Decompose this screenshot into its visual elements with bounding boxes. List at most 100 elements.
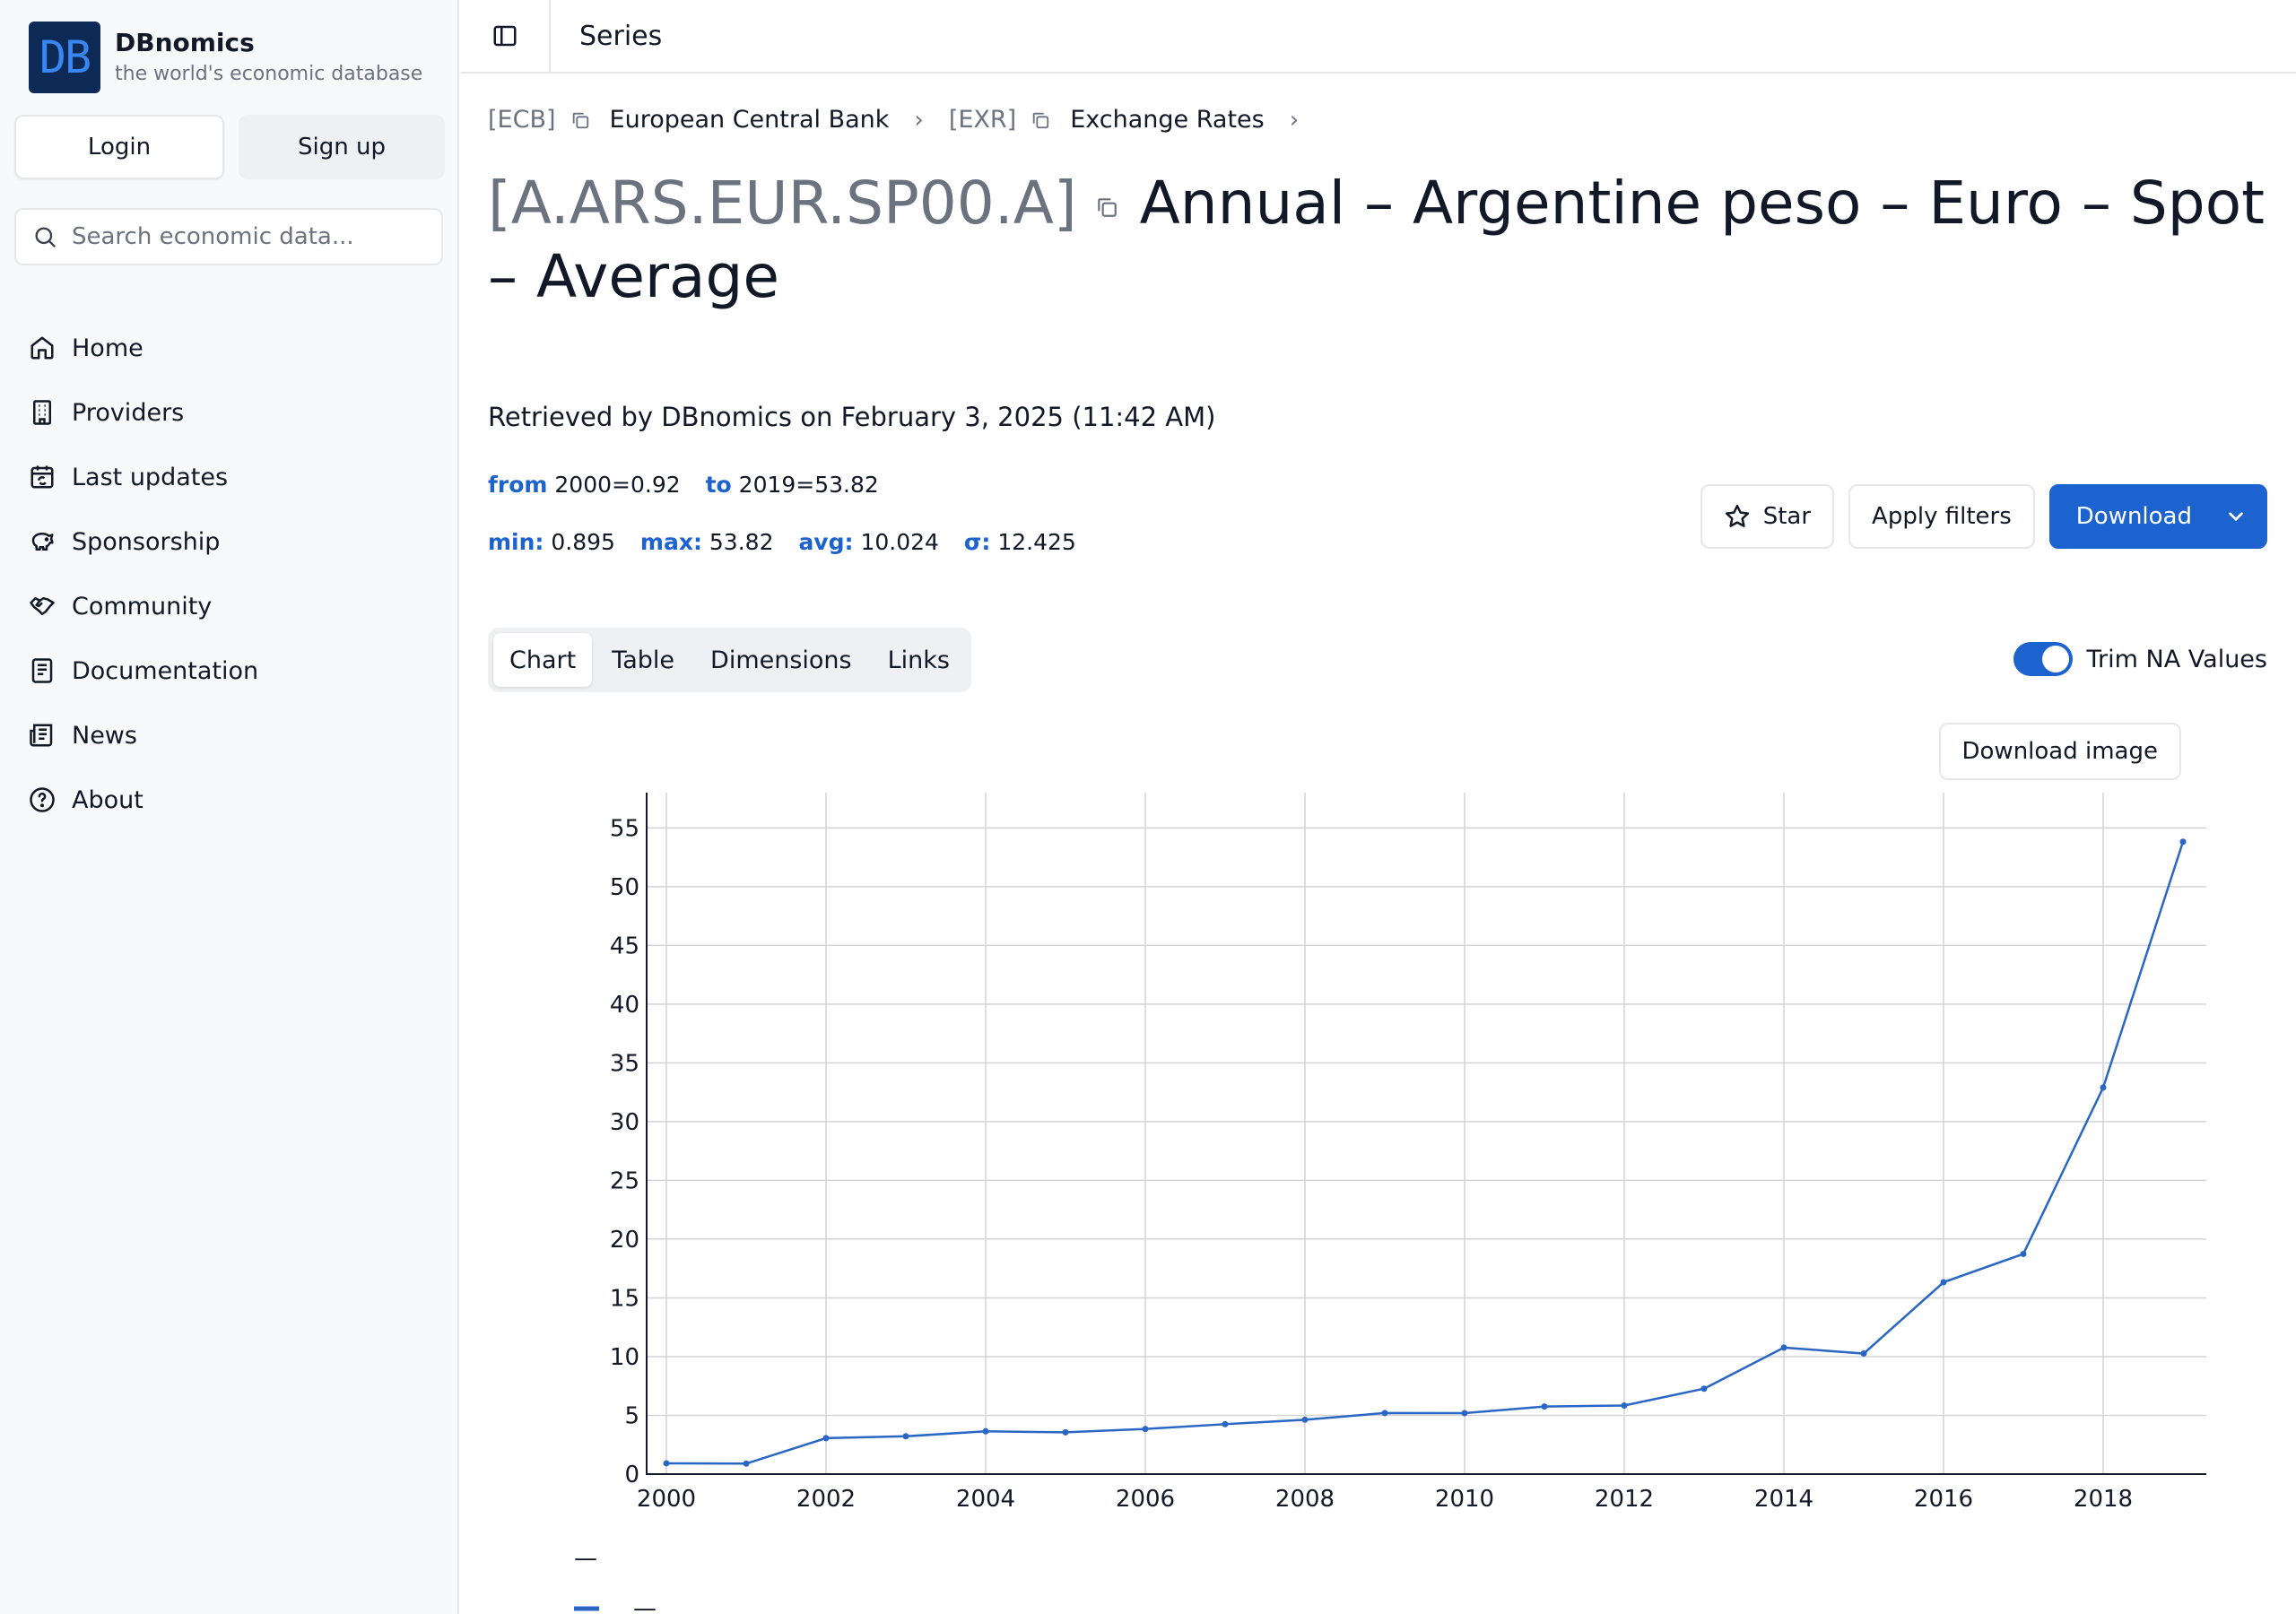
toggle-sidebar-button[interactable]	[461, 0, 551, 73]
copy-icon[interactable]	[1031, 110, 1050, 130]
calendar-sync-icon	[30, 465, 54, 489]
sidebar-item-community[interactable]: Community	[29, 574, 441, 638]
tab-links[interactable]: Links	[887, 646, 950, 674]
x-tick-label: 2008	[1275, 1486, 1335, 1513]
sidebar-item-sponsorship[interactable]: Sponsorship	[29, 509, 441, 574]
tab-chart[interactable]: Chart	[493, 633, 593, 687]
copy-icon[interactable]	[1095, 195, 1118, 219]
tab-table[interactable]: Table	[612, 646, 675, 674]
data-point	[1940, 1279, 1947, 1286]
building-icon	[33, 400, 51, 425]
series-chart: 0 5 10 15 20 25 30 35 40 45 50 55 2000 2002 2004 2006 20…	[574, 793, 2206, 1614]
x-tick-label: 2004	[956, 1486, 1015, 1513]
apply-filters-button[interactable]: Apply filters	[1848, 484, 2035, 549]
document-icon	[31, 658, 53, 683]
y-tick-label: 40	[610, 992, 639, 1019]
y-tick-label: 30	[610, 1109, 639, 1136]
sidebar-item-news[interactable]: News	[29, 703, 441, 768]
page-title: Series	[579, 20, 663, 52]
sidebar-item-about[interactable]: About	[29, 768, 441, 832]
piggy-bank-icon	[31, 533, 54, 551]
copy-icon[interactable]	[570, 110, 590, 130]
max-label: max:	[639, 529, 702, 555]
sidebar-item-providers[interactable]: Providers	[29, 380, 441, 445]
sidebar-item-label: Home	[72, 334, 144, 362]
y-tick-label: 10	[610, 1344, 639, 1371]
sidebar-toggle-icon	[493, 25, 517, 47]
data-point	[663, 1460, 670, 1467]
sidebar-nav: Home Providers Last updates Sponsorship …	[29, 316, 441, 832]
x-tick-label: 2000	[637, 1486, 696, 1513]
search-icon	[35, 227, 56, 247]
handshake-icon	[30, 597, 55, 615]
avg-label: avg:	[798, 529, 854, 555]
y-tick-label: 0	[624, 1462, 639, 1488]
x-tick-label: 2010	[1435, 1486, 1494, 1513]
y-tick-label: 25	[610, 1167, 639, 1194]
data-point	[1860, 1350, 1867, 1358]
data-point	[1780, 1344, 1787, 1351]
sidebar-item-label: Sponsorship	[72, 527, 221, 556]
to-value: 2019=53.82	[738, 472, 879, 498]
y-tick-label: 20	[610, 1227, 639, 1254]
brand-tagline: the world's economic database	[115, 63, 423, 85]
chevron-down-icon[interactable]	[2224, 505, 2248, 528]
x-tick-label: 2012	[1595, 1486, 1654, 1513]
chevron-right-icon: ›	[1289, 106, 1300, 134]
data-point	[1461, 1410, 1468, 1417]
data-point	[1222, 1420, 1229, 1427]
data-point	[743, 1460, 750, 1467]
home-icon	[30, 336, 54, 360]
data-point	[2020, 1250, 2027, 1257]
trim-na-toggle[interactable]: Trim NA Values	[2013, 642, 2267, 676]
sidebar-item-label: Providers	[72, 398, 185, 427]
data-point	[2179, 838, 2187, 846]
sidebar-item-home[interactable]: Home	[29, 316, 441, 380]
brand[interactable]: DB DBnomics the world's economic databas…	[29, 22, 422, 93]
sidebar-item-documentation[interactable]: Documentation	[29, 638, 441, 703]
x-tick-label: 2018	[2074, 1486, 2133, 1513]
help-circle-icon	[30, 787, 55, 812]
avg-value: 10.024	[860, 529, 939, 555]
star-label: Star	[1762, 503, 1812, 530]
data-point	[2100, 1084, 2107, 1091]
signup-button[interactable]: Sign up	[239, 115, 445, 179]
breadcrumb-provider-link[interactable]: European Central Bank	[609, 106, 890, 134]
to-label: to	[705, 472, 732, 498]
breadcrumb: [ECB] European Central Bank › [EXR] Exch…	[488, 106, 1324, 134]
star-icon	[1725, 504, 1749, 527]
login-button[interactable]: Login	[14, 115, 224, 179]
data-point	[1541, 1403, 1548, 1410]
dbnomics-logo[interactable]: DB	[29, 22, 100, 93]
legend-text: —	[633, 1595, 657, 1614]
search-box	[14, 208, 443, 265]
download-button[interactable]: Download	[2048, 484, 2267, 549]
max-value: 53.82	[709, 529, 774, 555]
search-input[interactable]	[72, 223, 430, 250]
y-tick-label: 5	[624, 1402, 639, 1429]
from-label: from	[488, 472, 548, 498]
y-tick-label: 55	[610, 815, 639, 842]
x-tick-label: 2014	[1754, 1486, 1813, 1513]
series-range: from 2000=0.92 to 2019=53.82	[488, 472, 897, 498]
data-point	[1142, 1426, 1149, 1433]
sidebar: DB DBnomics the world's economic databas…	[0, 0, 459, 1614]
sidebar-item-label: Documentation	[72, 656, 259, 685]
data-point	[982, 1427, 989, 1435]
data-point	[1621, 1401, 1628, 1409]
y-tick-label: 50	[610, 874, 639, 901]
sidebar-item-last-updates[interactable]: Last updates	[29, 445, 441, 509]
sidebar-item-label: Last updates	[72, 463, 229, 491]
tab-dimensions[interactable]: Dimensions	[710, 646, 852, 674]
y-tick-label: 45	[610, 933, 639, 959]
breadcrumb-provider-code: [ECB]	[488, 106, 556, 134]
data-point	[902, 1433, 909, 1440]
trim-na-switch[interactable]	[2013, 642, 2073, 676]
download-image-button[interactable]: Download image	[1938, 723, 2181, 780]
sigma-label: σ:	[963, 529, 991, 555]
series-line	[665, 841, 2185, 1465]
star-button[interactable]: Star	[1700, 484, 1835, 549]
download-label: Download	[2075, 503, 2192, 530]
breadcrumb-dataset-link[interactable]: Exchange Rates	[1070, 106, 1265, 134]
series-code: [A.ARS.EUR.SP00.A]	[488, 169, 1077, 238]
